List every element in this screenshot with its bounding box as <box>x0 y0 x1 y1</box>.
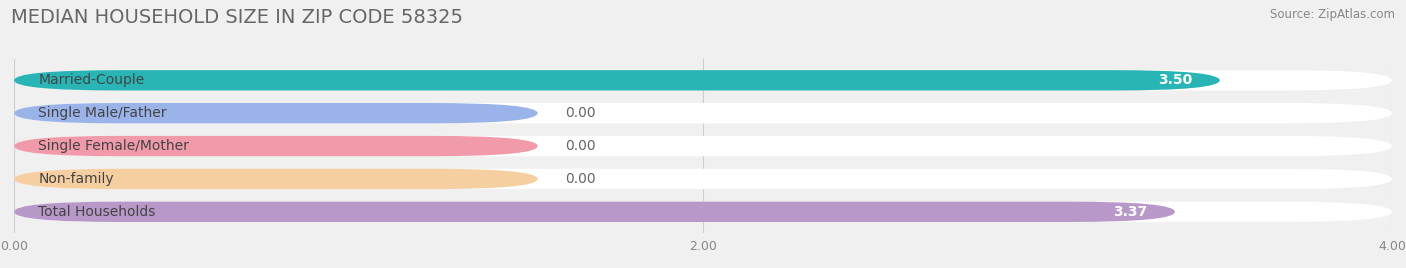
Text: 3.37: 3.37 <box>1114 205 1147 219</box>
FancyBboxPatch shape <box>14 202 1392 222</box>
FancyBboxPatch shape <box>14 136 537 156</box>
Text: Source: ZipAtlas.com: Source: ZipAtlas.com <box>1270 8 1395 21</box>
Text: 0.00: 0.00 <box>565 139 596 153</box>
FancyBboxPatch shape <box>14 103 1392 123</box>
FancyBboxPatch shape <box>14 103 537 123</box>
FancyBboxPatch shape <box>14 70 1392 91</box>
Text: Non-family: Non-family <box>38 172 114 186</box>
FancyBboxPatch shape <box>14 70 1219 91</box>
Text: MEDIAN HOUSEHOLD SIZE IN ZIP CODE 58325: MEDIAN HOUSEHOLD SIZE IN ZIP CODE 58325 <box>11 8 463 27</box>
Text: 0.00: 0.00 <box>565 106 596 120</box>
FancyBboxPatch shape <box>14 202 1175 222</box>
FancyBboxPatch shape <box>14 136 1392 156</box>
Text: 0.00: 0.00 <box>565 172 596 186</box>
FancyBboxPatch shape <box>14 169 537 189</box>
Text: Single Female/Mother: Single Female/Mother <box>38 139 188 153</box>
FancyBboxPatch shape <box>14 169 1392 189</box>
Text: Married-Couple: Married-Couple <box>38 73 145 87</box>
Text: Single Male/Father: Single Male/Father <box>38 106 167 120</box>
Text: Total Households: Total Households <box>38 205 156 219</box>
Text: 3.50: 3.50 <box>1159 73 1192 87</box>
